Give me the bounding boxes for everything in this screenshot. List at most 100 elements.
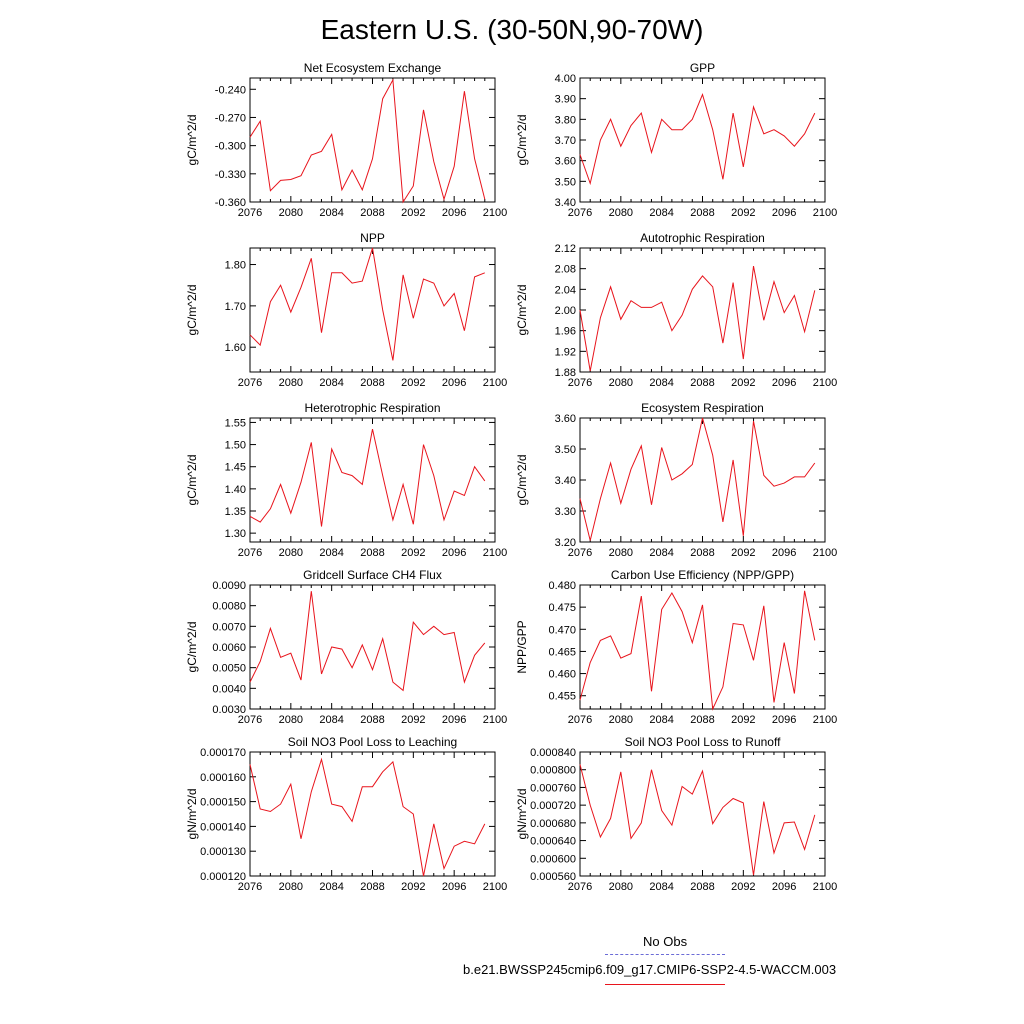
series-line <box>579 417 816 541</box>
y-tick-label: 3.80 <box>555 114 576 126</box>
series-line <box>579 266 816 372</box>
x-tick-label: 2076 <box>238 881 262 893</box>
y-tick-label: 1.55 <box>225 417 246 429</box>
y-tick-label: 0.460 <box>548 669 576 681</box>
y-tick-label: 0.000160 <box>200 772 246 784</box>
y-tick-label: 2.04 <box>555 284 576 296</box>
y-tick-label: 1.40 <box>225 484 246 496</box>
series-line <box>249 78 486 204</box>
x-tick-label: 2096 <box>772 207 796 219</box>
plot-frame <box>249 751 496 877</box>
y-tick-label: 1.80 <box>225 260 246 272</box>
y-tick-label: 0.000840 <box>530 747 576 759</box>
y-axis-label: gC/m^2/d <box>515 285 529 336</box>
series-line <box>249 428 486 527</box>
x-tick-label: 2096 <box>442 207 466 219</box>
x-tick-label: 2076 <box>568 714 592 726</box>
x-tick-label: 2088 <box>690 714 714 726</box>
x-tick-label: 2092 <box>401 714 425 726</box>
x-tick-label: 2092 <box>731 881 755 893</box>
x-tick-label: 2084 <box>649 547 673 559</box>
x-tick-label: 2084 <box>649 714 673 726</box>
x-tick-label: 2096 <box>772 714 796 726</box>
panel-5: Heterotrophic Respiration 2076 2080 2084 208… <box>185 401 507 559</box>
y-tick-label: 1.45 <box>225 462 246 474</box>
y-axis-label: gN/m^2/d <box>515 789 529 840</box>
y-tick-label: 3.60 <box>555 156 576 168</box>
y-tick-label: 0.0070 <box>212 621 246 633</box>
y-tick-label: -0.300 <box>215 141 246 153</box>
x-tick-label: 2080 <box>609 547 633 559</box>
y-tick-label: 0.0060 <box>212 642 246 654</box>
x-tick-label: 2096 <box>442 377 466 389</box>
panel-7: Gridcell Surface CH4 Flux 2076 2080 2084 208… <box>185 568 507 726</box>
y-tick-label: 0.0030 <box>212 704 246 716</box>
panel-10: Soil NO3 Pool Loss to Runoff 2076 2080 2084… <box>515 735 837 893</box>
x-tick-label: 2076 <box>238 377 262 389</box>
x-tick-label: 2084 <box>649 377 673 389</box>
series-line <box>579 590 816 711</box>
x-tick-label: 2076 <box>238 714 262 726</box>
x-tick-label: 2084 <box>319 547 343 559</box>
y-tick-label: 1.30 <box>225 528 246 540</box>
panel-2: GPP 2076 2080 2084 2088 2092 2096 2100 3.40 3.50 3… <box>515 61 837 219</box>
y-axis-label: gC/m^2/d <box>515 115 529 166</box>
x-tick-label: 2076 <box>238 547 262 559</box>
x-tick-label: 2092 <box>731 377 755 389</box>
x-tick-label: 2084 <box>319 377 343 389</box>
y-tick-label: 3.30 <box>555 506 576 518</box>
x-tick-label: 2084 <box>649 207 673 219</box>
y-tick-label: 0.455 <box>548 691 576 703</box>
y-axis-label: gC/m^2/d <box>515 455 529 506</box>
panel-title: Gridcell Surface CH4 Flux <box>303 568 442 582</box>
y-tick-label: 0.0040 <box>212 683 246 695</box>
x-tick-label: 2080 <box>279 207 303 219</box>
y-tick-label: 1.60 <box>225 342 246 354</box>
plot-frame <box>579 584 826 710</box>
x-tick-label: 2100 <box>483 714 507 726</box>
y-tick-label: 0.000150 <box>200 797 246 809</box>
x-tick-label: 2092 <box>401 547 425 559</box>
x-tick-label: 2080 <box>279 714 303 726</box>
y-tick-label: 0.000760 <box>530 782 576 794</box>
x-tick-label: 2100 <box>813 377 837 389</box>
x-tick-label: 2100 <box>483 207 507 219</box>
x-tick-label: 2088 <box>690 377 714 389</box>
x-tick-label: 2092 <box>731 207 755 219</box>
y-axis-label: NPP/GPP <box>515 620 529 673</box>
y-axis-label: gC/m^2/d <box>185 115 199 166</box>
y-tick-label: 3.40 <box>555 197 576 209</box>
y-tick-label: 0.000120 <box>200 871 246 883</box>
panel-9: Soil NO3 Pool Loss to Leaching 2076 2080 20… <box>185 735 507 893</box>
x-tick-label: 2100 <box>813 547 837 559</box>
panel-4: Autotrophic Respiration 2076 2080 2084 2088 2… <box>515 231 837 389</box>
x-tick-label: 2076 <box>238 207 262 219</box>
x-tick-label: 2080 <box>279 881 303 893</box>
y-tick-label: 0.0080 <box>212 601 246 613</box>
x-tick-label: 2080 <box>279 377 303 389</box>
x-tick-label: 2100 <box>483 547 507 559</box>
x-tick-label: 2096 <box>772 377 796 389</box>
y-axis-label: gN/m^2/d <box>185 789 199 840</box>
y-tick-label: 4.00 <box>555 73 576 85</box>
panel-title: Soil NO3 Pool Loss to Leaching <box>288 735 457 749</box>
y-tick-label: 1.92 <box>555 346 576 358</box>
x-tick-label: 2084 <box>319 881 343 893</box>
panel-3: NPP 2076 2080 2084 2088 2092 2096 2100 1.60 1.70 1… <box>185 231 507 389</box>
x-tick-label: 2080 <box>279 547 303 559</box>
plot-frame <box>249 417 496 543</box>
y-tick-label: 1.88 <box>555 367 576 379</box>
x-tick-label: 2076 <box>568 881 592 893</box>
series-line <box>249 247 485 361</box>
panel-title: GPP <box>690 61 715 75</box>
y-tick-label: 0.0050 <box>212 663 246 675</box>
plot-frame <box>579 417 826 543</box>
y-tick-label: 3.70 <box>555 135 576 147</box>
y-tick-label: -0.360 <box>215 197 246 209</box>
y-tick-label: 3.40 <box>555 475 576 487</box>
x-tick-label: 2080 <box>609 377 633 389</box>
y-tick-label: 0.000560 <box>530 871 576 883</box>
y-tick-label: -0.330 <box>215 169 246 181</box>
y-tick-label: 0.000130 <box>200 846 246 858</box>
